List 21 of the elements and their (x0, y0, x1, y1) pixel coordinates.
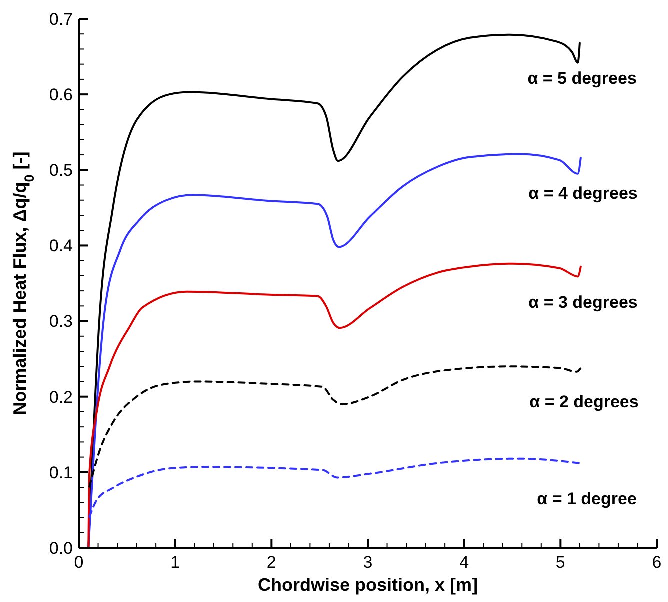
series-label: α = 4 degrees (528, 184, 638, 204)
series-label: α = 2 degrees (530, 392, 639, 412)
y-tick-label: 0.6 (49, 86, 73, 105)
series-label: α = 5 degrees (528, 69, 637, 88)
y-tick-label: 0.1 (49, 463, 73, 482)
series-label: α = 1 degree (537, 489, 637, 508)
y-tick-label: 0.0 (49, 538, 73, 558)
x-tick-label: 4 (460, 553, 470, 572)
x-tick-label: 1 (170, 553, 180, 572)
series-label: α = 3 degrees (528, 292, 638, 312)
y-tick-label: 0.4 (49, 236, 73, 256)
y-tick-label: 0.3 (49, 312, 73, 332)
x-tick-label: 6 (652, 553, 662, 572)
y-tick-label: 0.2 (49, 388, 73, 407)
x-axis-title: Chordwise position, x [m] (258, 575, 478, 595)
x-tick-label: 2 (266, 553, 276, 572)
y-tick-label: 0.5 (49, 161, 73, 180)
y-tick-label: 0.7 (49, 10, 73, 29)
x-tick-label: 0 (74, 553, 84, 572)
x-tick-label: 3 (363, 553, 373, 572)
x-tick-label: 5 (556, 553, 566, 572)
